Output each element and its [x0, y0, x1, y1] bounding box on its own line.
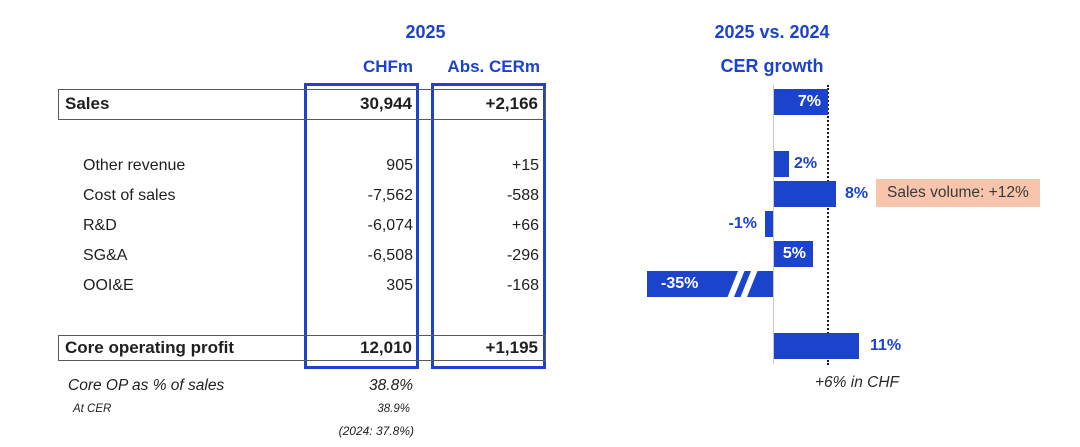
row-label: R&D — [83, 217, 117, 234]
table-row-core-operating-profit: Core operating profit 12,010 +1,195 — [58, 335, 546, 361]
bar-sga: 5% — [774, 241, 813, 267]
chf-growth-note: +6% in CHF — [815, 374, 899, 391]
table-row-other-revenue: Other revenue 905 +15 — [58, 151, 546, 181]
footnote-value: 38.8% — [369, 377, 413, 394]
bar-other-revenue — [774, 151, 789, 177]
bar-rd — [765, 211, 773, 237]
cerm-column-highlight-box — [431, 83, 546, 369]
bar-value-label: 2% — [794, 155, 818, 172]
footnote-at-cer: At CER 38.9% — [58, 402, 546, 416]
row-label: Core operating profit — [65, 338, 235, 357]
row-value-cerm: -588 — [506, 187, 539, 204]
row-value-cerm: +2,166 — [485, 94, 538, 113]
chart-subtitle: CER growth — [720, 56, 824, 76]
sales-volume-annotation: Sales volume: +12% — [876, 179, 1040, 207]
table-row-sales: Sales 30,944 +2,166 — [58, 89, 546, 120]
chart-reference-dotted-line — [827, 85, 829, 365]
table-row-sga: SG&A -6,508 -296 — [58, 241, 546, 271]
row-label: Cost of sales — [83, 187, 176, 204]
footnote-value: (2024: 37.8%) — [338, 424, 414, 438]
chart-title: 2025 vs. 2024 — [714, 22, 830, 42]
footnote-value: 38.9% — [377, 403, 410, 415]
column-header-chfm: CHFm — [362, 57, 413, 76]
footnote-prior-year: (2024: 37.8%) — [58, 424, 546, 439]
footnote-label: Core OP as % of sales — [68, 377, 225, 394]
bar-value-label: 11% — [870, 337, 902, 354]
row-label: SG&A — [83, 247, 128, 264]
row-value-cerm: +66 — [511, 217, 539, 234]
row-value-cerm: -296 — [506, 247, 539, 264]
bar-value-label: 5% — [782, 245, 806, 262]
chart-zero-axis — [773, 85, 774, 364]
chfm-column-highlight-box — [304, 83, 419, 369]
row-label: OOI&E — [83, 277, 134, 294]
footnote-label: At CER — [73, 403, 112, 415]
row-value-chfm: -6,074 — [367, 217, 413, 234]
table-row-rd: R&D -6,074 +66 — [58, 211, 546, 241]
bar-value-label: 7% — [797, 93, 821, 110]
row-value-chfm: 30,944 — [360, 94, 412, 113]
bar-value-label: -35% — [661, 275, 699, 292]
row-value-chfm: -6,508 — [367, 247, 413, 264]
row-value-chfm: 305 — [386, 277, 413, 294]
bar-cost-of-sales — [774, 181, 836, 207]
row-value-cerm: +15 — [511, 157, 539, 174]
bar-sales: 7% — [774, 89, 828, 115]
row-value-chfm: -7,562 — [367, 187, 413, 204]
row-value-chfm: 12,010 — [360, 338, 412, 357]
footnote-core-op-margin: Core OP as % of sales 38.8% — [58, 376, 546, 396]
bar-value-label: -1% — [728, 215, 757, 232]
bar-value-label: 8% — [845, 185, 869, 202]
row-label: Sales — [65, 94, 110, 113]
table-row-ooie: OOI&E 305 -168 — [58, 271, 546, 301]
row-value-cerm: -168 — [506, 277, 539, 294]
column-header-abs-cerm: Abs. CERm — [447, 57, 540, 76]
table-year-header: 2025 — [405, 22, 446, 42]
bar-core-operating-profit — [774, 333, 859, 359]
row-label: Other revenue — [83, 157, 186, 174]
row-value-cerm: +1,195 — [485, 338, 538, 357]
bar-ooie: -35% — [647, 271, 773, 297]
table-row-cost-of-sales: Cost of sales -7,562 -588 — [58, 181, 546, 211]
row-value-chfm: 905 — [386, 157, 413, 174]
